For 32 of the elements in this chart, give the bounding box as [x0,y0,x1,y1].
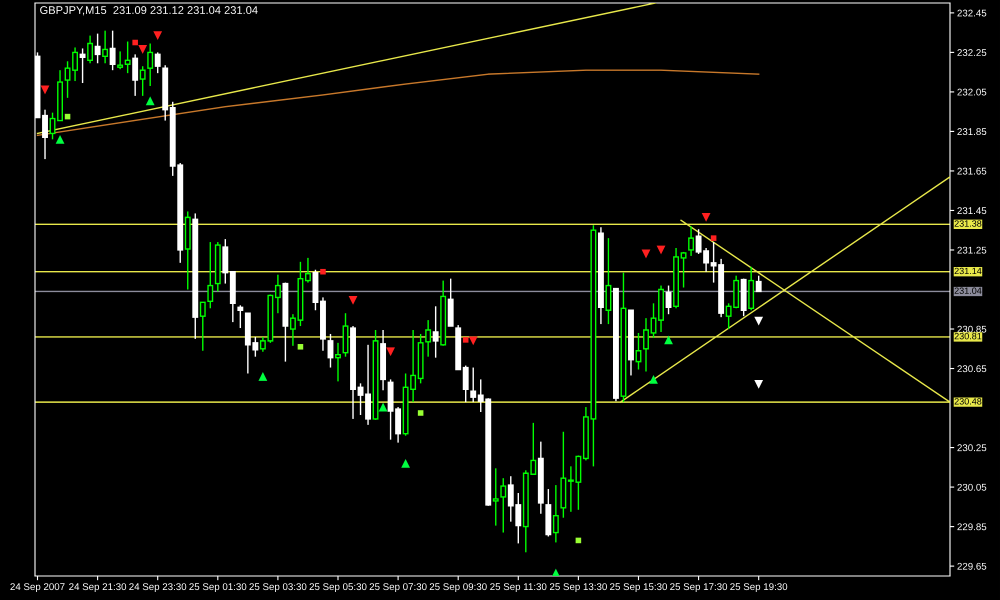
ref-line-label: 231.38 [954,220,982,227]
x-tick-label: 25 Sep 09:30 [430,583,487,592]
ref-line-label: 231.14 [954,268,982,274]
y-tick-label: 232.05 [957,88,986,96]
x-tick-label: 25 Sep 19:30 [730,583,788,592]
x-tick-label: 24 Sep 23:30 [129,583,186,592]
y-tick-label: 230.25 [957,444,986,452]
y-tick-label: 231.65 [957,168,986,175]
x-tick-label: 25 Sep 13:30 [550,583,607,592]
x-tick-label: 25 Sep 11:30 [490,583,546,592]
ref-line-label: 231.04 [954,288,982,294]
ref-line-label: 230.48 [954,398,982,405]
y-tick-label: 230.65 [957,365,986,372]
x-tick-label: 25 Sep 05:30 [310,583,367,592]
y-tick-label: 231.85 [957,128,986,136]
x-tick-label: 25 Sep 17:30 [670,583,728,592]
x-tick-label: 25 Sep 01:30 [189,583,246,592]
x-tick-label: 25 Sep 15:30 [610,583,668,592]
x-tick-label: 24 Sep 2007 [10,583,65,592]
y-tick-label: 232.45 [957,10,986,16]
y-tick-label: 231.25 [957,246,986,254]
y-tick-label: 229.85 [957,523,986,530]
y-tick-label: 230.05 [957,484,986,491]
y-tick-label: 232.25 [957,49,986,56]
y-tick-label: 231.45 [957,207,986,214]
x-tick-label: 25 Sep 03:30 [249,583,306,592]
chart-title: GBPJPY,M15 231.09 231.12 231.04 231.04 [40,6,258,16]
x-tick-label: 24 Sep 21:30 [69,583,126,592]
y-tick-label: 230.85 [957,326,986,333]
x-tick-label: 25 Sep 07:30 [370,583,427,592]
ref-line-label: 230.81 [954,332,982,340]
y-tick-label: 229.65 [957,562,986,570]
